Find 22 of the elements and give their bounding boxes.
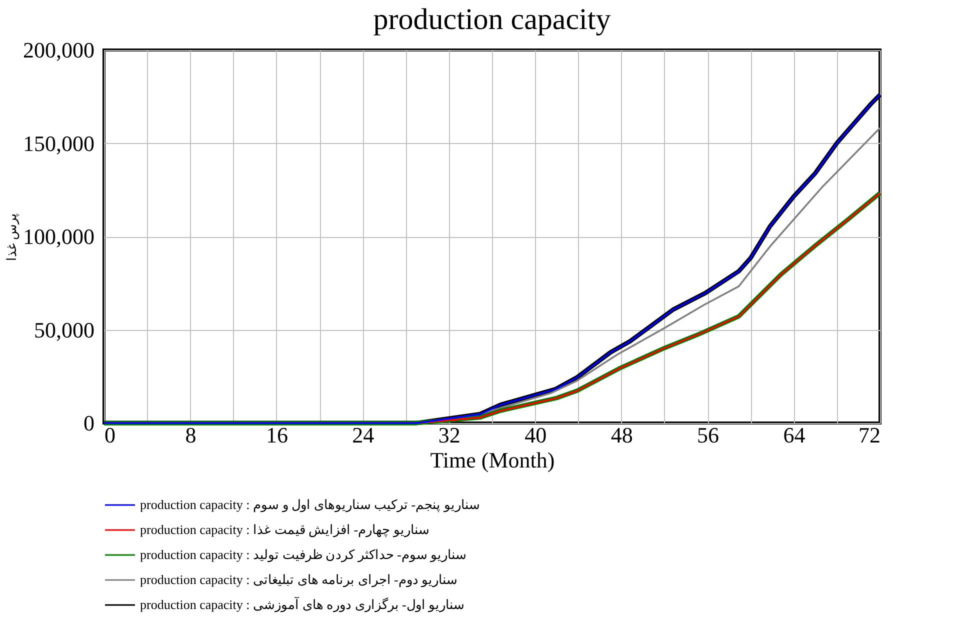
legend-label: production capacity : سناریو چهارم- افزایش قیمت غذا [140, 522, 430, 538]
y-tick-label: 200,000 [23, 38, 94, 62]
y-tick-label: 100,000 [23, 224, 94, 249]
chart-title: production capacity [373, 3, 611, 36]
y-tick-label: 150,000 [23, 130, 94, 156]
x-tick-label: 64 [783, 422, 806, 448]
x-tick-label: 32 [438, 422, 460, 448]
legend-label: production capacity : سناریو دوم- اجرای برنامه های تبلیغاتی [140, 572, 458, 588]
x-tick-label: 0 [104, 422, 116, 448]
legend-label: production capacity : سناریو پنجم- ترکیب سناریوهای اول و سوم [140, 497, 480, 513]
x-tick-label: 24 [352, 422, 374, 448]
x-tick-label: 16 [266, 422, 288, 448]
x-tick-label: 48 [610, 422, 633, 448]
x-tick-label: 8 [185, 422, 196, 448]
x-tick-label: 40 [524, 422, 547, 448]
x-tick-label: 72 [858, 422, 880, 448]
y-axis-title: پرس غذا [4, 212, 20, 262]
y-tick-label: 50,000 [34, 317, 94, 342]
legend-label: production capacity : سناریو سوم- حداکثر کردن ظرفیت تولید [140, 547, 467, 563]
x-tick-label: 56 [697, 422, 720, 448]
legend-label: production capacity : سناریو اول- برگزاری دوره های آموزشی [140, 596, 465, 613]
x-axis-title: Time (Month) [430, 448, 555, 472]
